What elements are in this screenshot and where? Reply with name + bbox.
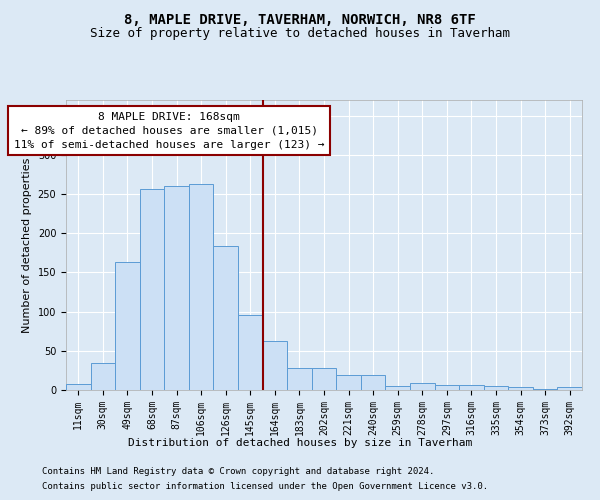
Text: Distribution of detached houses by size in Taverham: Distribution of detached houses by size … — [128, 438, 472, 448]
Bar — [410, 383, 434, 390]
Bar — [287, 368, 312, 390]
Bar — [263, 340, 287, 390]
Bar — [484, 386, 508, 390]
Bar — [189, 184, 214, 390]
Bar — [66, 384, 91, 390]
Bar — [434, 386, 459, 390]
Bar — [336, 375, 361, 390]
Text: 8, MAPLE DRIVE, TAVERHAM, NORWICH, NR8 6TF: 8, MAPLE DRIVE, TAVERHAM, NORWICH, NR8 6… — [124, 12, 476, 26]
Text: 8 MAPLE DRIVE: 168sqm
← 89% of detached houses are smaller (1,015)
11% of semi-d: 8 MAPLE DRIVE: 168sqm ← 89% of detached … — [14, 112, 325, 150]
Bar — [361, 375, 385, 390]
Bar — [115, 262, 140, 390]
Bar — [91, 362, 115, 390]
Text: Contains public sector information licensed under the Open Government Licence v3: Contains public sector information licen… — [42, 482, 488, 491]
Bar — [557, 387, 582, 390]
Bar — [508, 387, 533, 390]
Bar — [385, 386, 410, 390]
Text: Size of property relative to detached houses in Taverham: Size of property relative to detached ho… — [90, 28, 510, 40]
Bar — [214, 246, 238, 390]
Bar — [533, 389, 557, 390]
Bar — [459, 386, 484, 390]
Y-axis label: Number of detached properties: Number of detached properties — [22, 158, 32, 332]
Bar — [164, 186, 189, 390]
Bar — [238, 315, 263, 390]
Bar — [312, 368, 336, 390]
Text: Contains HM Land Registry data © Crown copyright and database right 2024.: Contains HM Land Registry data © Crown c… — [42, 467, 434, 476]
Bar — [140, 188, 164, 390]
